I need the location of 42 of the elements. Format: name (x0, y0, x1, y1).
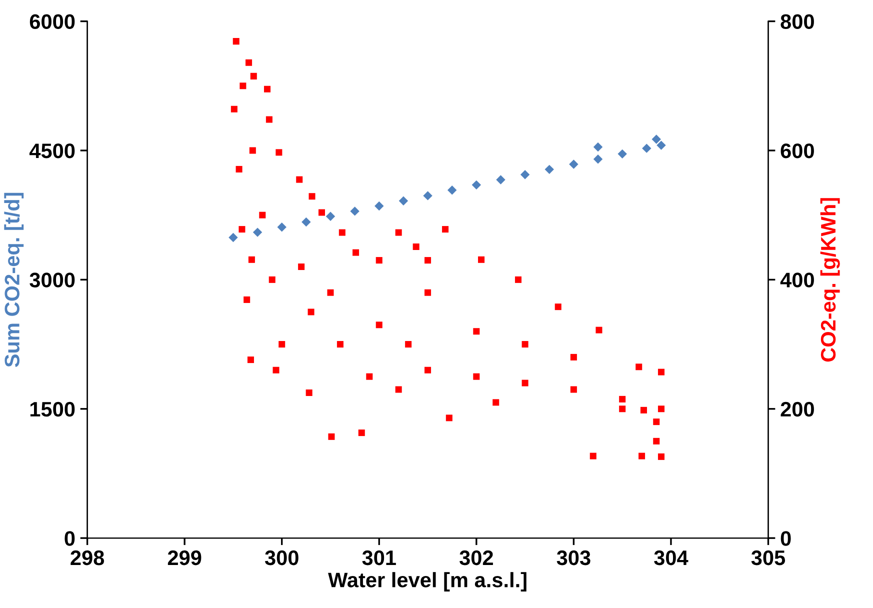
y2-axis-title: CO2-eq. [g/KWh] (820, 198, 840, 362)
y-tick-label: 4500 (29, 143, 75, 158)
point (398, 196, 408, 206)
point (350, 206, 360, 216)
y2-tick-label: 0 (780, 531, 791, 546)
y2-tick-label: 800 (780, 14, 814, 30)
x-tick-label: 300 (264, 550, 298, 566)
y-axis-title: Sum CO2-eq. [t/d] (4, 192, 24, 368)
x-tick-label: 302 (460, 550, 493, 566)
x-tick-label: 299 (168, 550, 202, 566)
point (593, 142, 603, 152)
point (569, 160, 578, 169)
point (277, 222, 286, 232)
x-tick-label: 304 (654, 550, 688, 566)
point (447, 185, 457, 195)
point (228, 232, 238, 242)
y2-tick-label: 200 (780, 402, 814, 417)
x-axis-title: Water level [m a.s.l.] (328, 572, 526, 592)
point (302, 217, 311, 227)
point (472, 180, 482, 190)
point (618, 149, 627, 159)
point (374, 201, 384, 211)
y-tick-label: 6000 (30, 14, 75, 30)
point (544, 164, 554, 174)
point (593, 154, 603, 164)
point (423, 191, 432, 200)
y-tick-label: 0 (64, 531, 75, 546)
point (520, 170, 530, 180)
point (652, 134, 661, 144)
x-tick-label: 298 (70, 550, 104, 566)
y-tick-label: 1500 (30, 402, 75, 417)
x-tick-label: 305 (751, 550, 786, 566)
y2-tick-label: 400 (780, 272, 814, 288)
x-tick-label: 303 (556, 550, 590, 566)
y2-tick-label: 600 (780, 143, 814, 158)
point (656, 140, 666, 150)
point (252, 228, 262, 237)
point (642, 144, 652, 153)
point (496, 175, 506, 184)
x-tick-label: 301 (362, 550, 396, 566)
y-tick-label: 3000 (30, 272, 75, 288)
point (326, 212, 336, 221)
